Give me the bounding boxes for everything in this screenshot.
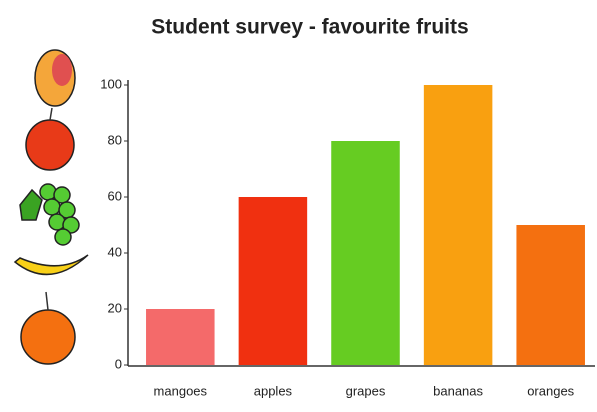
orange-icon	[20, 309, 76, 365]
chart-title: Student survey - favourite fruits	[151, 16, 468, 39]
apple-icon	[25, 119, 75, 171]
bar	[331, 141, 400, 365]
y-tick-label: 0	[115, 356, 122, 371]
y-tick-label: 20	[108, 300, 122, 315]
fruit-icons	[13, 49, 89, 365]
grapes-icon	[19, 183, 80, 246]
bar	[238, 197, 308, 365]
mango-blush	[52, 54, 72, 86]
bar	[146, 309, 215, 365]
x-tick-label: grapes	[346, 383, 386, 398]
bar	[516, 225, 585, 365]
x-tick-label: apples	[254, 383, 293, 398]
banana-icon	[13, 254, 89, 276]
y-tick-label: 40	[108, 244, 122, 259]
y-tick-label: 100	[100, 76, 122, 91]
orange-stem	[45, 291, 49, 311]
x-tick-label: bananas	[433, 383, 483, 398]
y-tick-label: 80	[108, 132, 122, 147]
y-tick-label: 60	[108, 188, 122, 203]
x-tick-label: mangoes	[154, 383, 208, 398]
apple-stem	[49, 107, 53, 121]
x-tick-label: oranges	[527, 383, 574, 398]
bar	[423, 85, 493, 365]
